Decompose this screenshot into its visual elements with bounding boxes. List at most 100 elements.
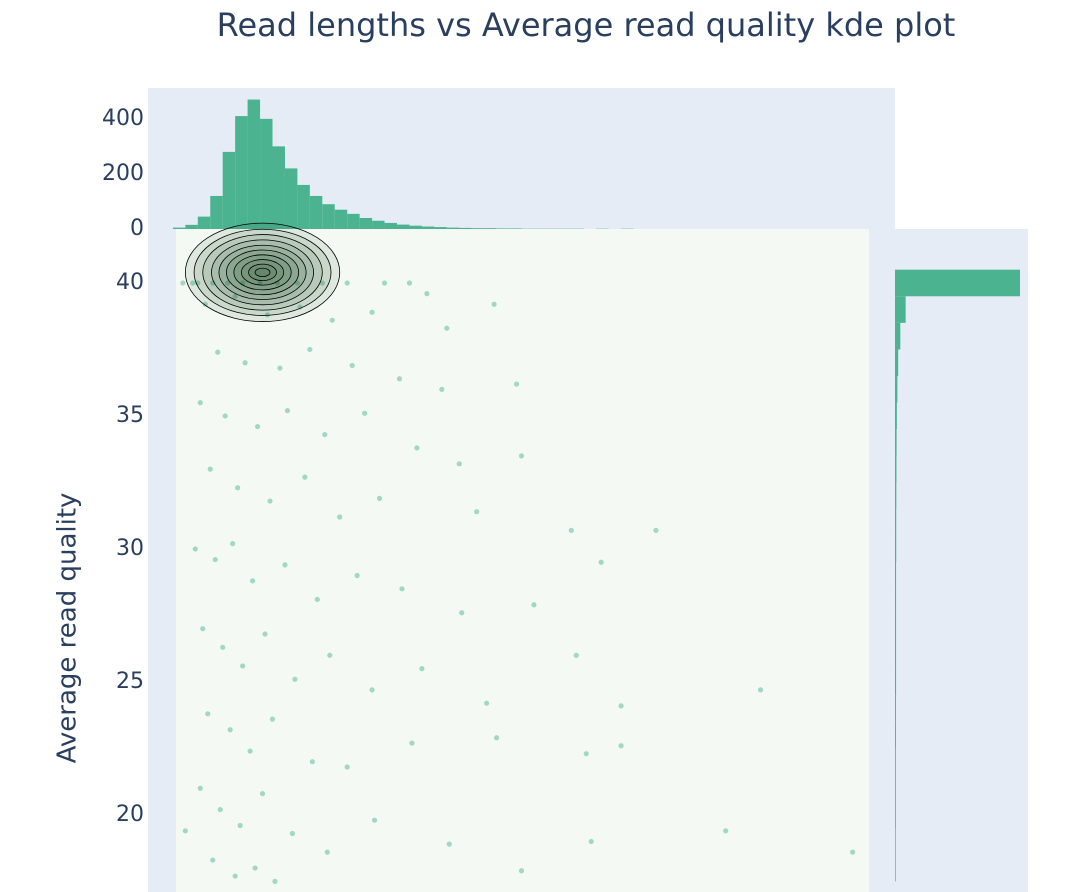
point — [210, 857, 216, 863]
point — [294, 280, 300, 286]
point — [215, 349, 221, 355]
point — [314, 596, 320, 603]
point — [568, 527, 574, 533]
bar — [409, 225, 422, 229]
bar — [496, 228, 510, 229]
y-tick-label: 400 — [102, 106, 144, 131]
point — [424, 291, 430, 297]
point — [446, 841, 452, 847]
point — [459, 610, 465, 616]
y-tick-label: 200 — [102, 161, 144, 186]
point — [217, 806, 223, 813]
contour-base — [176, 229, 869, 892]
point — [289, 830, 296, 837]
y-tick-label: 40 — [116, 270, 144, 295]
bar — [895, 854, 896, 882]
point — [344, 280, 350, 286]
bar — [197, 216, 211, 229]
point — [531, 602, 537, 608]
bar — [895, 721, 896, 749]
point — [210, 280, 216, 286]
bar — [272, 146, 285, 229]
point — [197, 785, 203, 791]
bar — [459, 227, 472, 229]
point — [277, 365, 283, 371]
y-tick-label: 0 — [130, 216, 144, 241]
point — [362, 410, 368, 416]
point — [227, 727, 233, 733]
point — [653, 527, 659, 533]
point — [302, 474, 308, 480]
y-tick-label: 30 — [116, 536, 144, 561]
point — [474, 509, 480, 515]
point — [257, 280, 263, 286]
y-tick-label: 35 — [116, 403, 144, 428]
bar — [297, 184, 310, 229]
kde-contour — [184, 222, 341, 322]
point — [269, 716, 276, 722]
bar — [309, 195, 323, 229]
kde-contour — [202, 234, 323, 311]
bar — [895, 482, 897, 510]
bar — [895, 455, 897, 483]
point — [723, 828, 729, 834]
bar — [895, 296, 906, 323]
y-tick-label: 20 — [116, 802, 144, 827]
point — [284, 408, 291, 414]
point — [419, 666, 425, 672]
point — [598, 559, 604, 565]
point — [292, 676, 298, 682]
bar — [446, 227, 460, 229]
point — [324, 849, 330, 855]
point — [406, 280, 413, 286]
point — [307, 346, 313, 353]
bar — [260, 118, 273, 229]
point — [237, 822, 243, 829]
point — [349, 362, 355, 369]
bar — [334, 209, 348, 229]
point — [207, 466, 213, 472]
bar — [895, 376, 898, 403]
kde-contour — [193, 228, 332, 316]
bar — [895, 668, 897, 696]
bar — [895, 535, 897, 563]
point — [242, 360, 248, 366]
bar — [895, 642, 897, 669]
point — [272, 878, 278, 884]
bar — [247, 99, 261, 229]
point — [409, 740, 415, 746]
point — [192, 546, 198, 552]
bar — [895, 588, 897, 616]
point — [354, 572, 360, 579]
point — [212, 556, 218, 563]
kde-contour — [218, 244, 307, 300]
point — [240, 663, 246, 669]
bar — [384, 222, 397, 229]
bar — [235, 116, 248, 229]
bar — [895, 269, 1021, 297]
point — [588, 838, 594, 845]
bar — [895, 801, 896, 829]
point — [309, 759, 315, 765]
point — [369, 309, 375, 315]
kde-contour — [254, 267, 271, 278]
point — [182, 828, 188, 834]
point — [190, 280, 196, 286]
bar — [210, 195, 223, 229]
point — [267, 498, 273, 504]
point — [369, 687, 375, 693]
bar — [322, 204, 335, 229]
point — [399, 586, 405, 592]
bar — [359, 217, 373, 229]
point — [444, 325, 450, 331]
point — [322, 431, 328, 438]
bar — [895, 562, 897, 589]
bar — [895, 509, 897, 536]
point — [230, 541, 236, 547]
bar — [372, 220, 385, 229]
chart-title: Read lengths vs Average read quality kde… — [217, 6, 956, 44]
bar — [895, 615, 897, 643]
point — [252, 865, 258, 871]
